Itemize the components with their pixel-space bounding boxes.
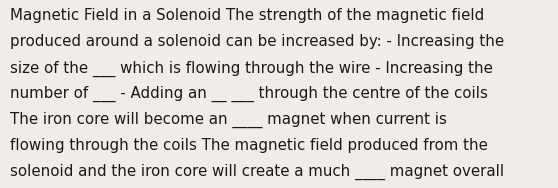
Text: produced around a solenoid can be increased by: - Increasing the: produced around a solenoid can be increa… [10, 34, 504, 49]
Text: Magnetic Field in a Solenoid The strength of the magnetic field: Magnetic Field in a Solenoid The strengt… [10, 8, 484, 24]
Text: number of ___ - Adding an __ ___ through the centre of the coils: number of ___ - Adding an __ ___ through… [10, 86, 488, 102]
Text: flowing through the coils The magnetic field produced from the: flowing through the coils The magnetic f… [10, 138, 488, 153]
Text: solenoid and the iron core will create a much ____ magnet overall: solenoid and the iron core will create a… [10, 164, 504, 180]
Text: The iron core will become an ____ magnet when current is: The iron core will become an ____ magnet… [10, 112, 447, 128]
Text: size of the ___ which is flowing through the wire - Increasing the: size of the ___ which is flowing through… [10, 60, 493, 77]
